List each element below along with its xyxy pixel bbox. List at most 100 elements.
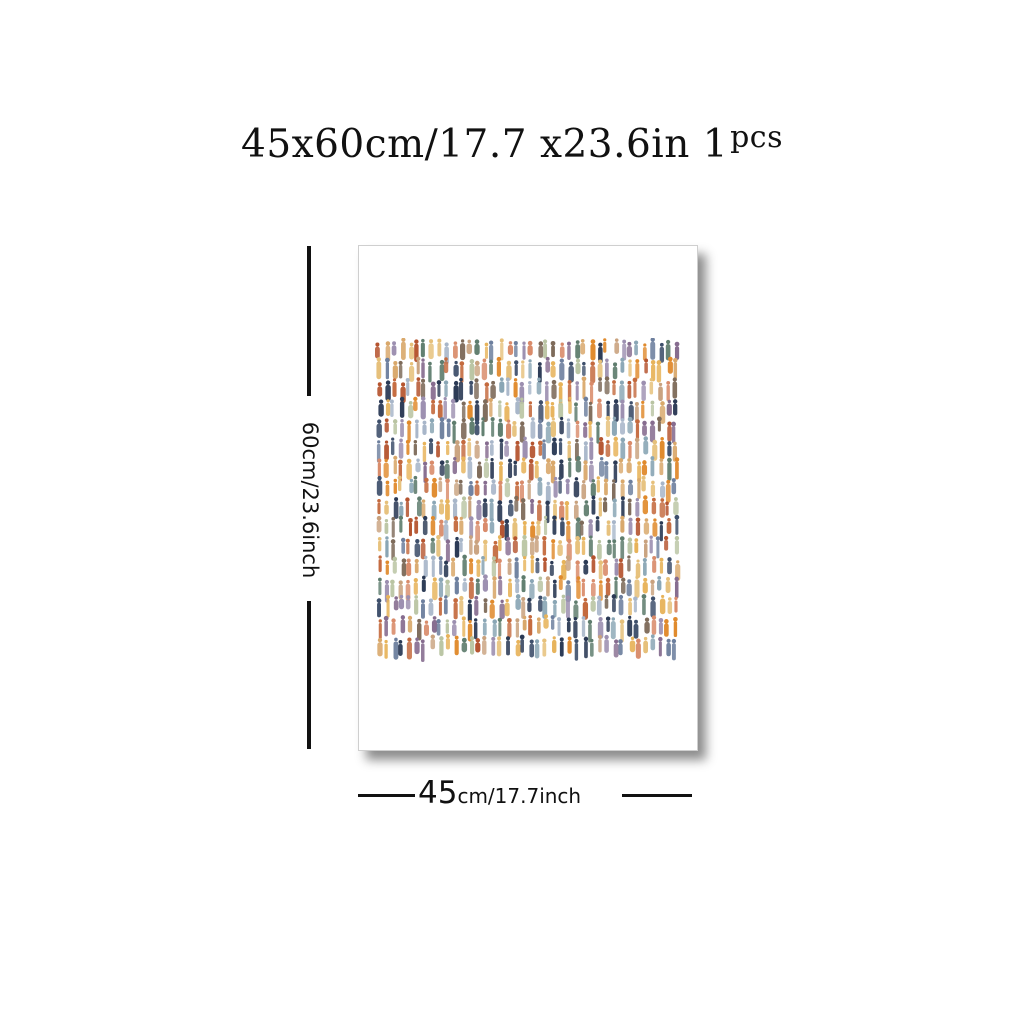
figure-body — [385, 484, 390, 497]
figure-body — [675, 519, 679, 535]
figure-head — [507, 617, 512, 623]
figure-body — [490, 443, 494, 456]
figure-head — [644, 518, 649, 522]
figure-body — [583, 504, 589, 517]
figure-body — [559, 505, 565, 521]
figure-body — [545, 385, 549, 403]
figure-body — [590, 582, 596, 597]
figure-body — [384, 643, 388, 659]
figure-body — [459, 541, 463, 553]
figure-head — [582, 479, 586, 484]
figure-head — [377, 419, 382, 424]
figure-body — [383, 462, 389, 479]
figure-body — [545, 485, 551, 505]
figure-head — [490, 457, 494, 462]
figure-head — [589, 460, 594, 465]
figure-head — [401, 558, 407, 564]
figure-head — [528, 614, 533, 619]
figure-head — [515, 594, 521, 599]
figure-head — [667, 399, 672, 404]
figure-body — [507, 622, 512, 639]
figure-body — [508, 462, 513, 479]
figure-body — [671, 426, 676, 444]
figure-head — [635, 517, 641, 523]
figure-body — [400, 619, 406, 634]
figure-head — [628, 597, 632, 602]
figure-body — [499, 465, 503, 482]
figure-body — [588, 623, 592, 643]
figure-body — [534, 643, 540, 659]
figure-body — [422, 424, 427, 435]
figure-head — [506, 536, 511, 541]
figure-head — [560, 416, 564, 421]
figure-head — [482, 358, 487, 363]
figure-head — [515, 618, 520, 623]
figure-head — [394, 497, 399, 502]
figure-head — [565, 595, 571, 600]
figure-body — [489, 502, 494, 522]
figure-head — [397, 475, 402, 480]
figure-head — [587, 619, 593, 625]
figure-body — [376, 443, 381, 463]
figure-head — [459, 595, 464, 601]
figure-head — [580, 338, 585, 343]
figure-head — [515, 440, 520, 445]
figure-head — [583, 422, 588, 427]
figure-head — [676, 560, 680, 564]
figure-body — [415, 423, 419, 439]
figure-head — [378, 577, 382, 582]
figure-head — [432, 500, 436, 505]
figure-head — [430, 381, 436, 387]
figure-head — [421, 358, 425, 362]
figure-body — [634, 579, 640, 599]
figure-body — [665, 505, 669, 516]
figure-body — [443, 599, 448, 615]
figure-head — [656, 416, 662, 422]
figure-body — [467, 603, 472, 623]
figure-body — [604, 639, 609, 653]
figure-head — [516, 639, 521, 644]
figure-head — [529, 498, 535, 504]
figure-head — [659, 521, 664, 525]
figure-body — [399, 505, 404, 517]
figure-body — [461, 500, 467, 519]
figure-head — [581, 616, 586, 620]
figure-body — [438, 503, 444, 515]
figure-head — [574, 638, 579, 644]
figure-head — [474, 378, 479, 383]
figure-body — [512, 540, 518, 554]
figure-body — [606, 404, 610, 420]
figure-body — [673, 362, 678, 380]
figure-head — [583, 396, 589, 402]
figure-body — [445, 503, 450, 521]
figure-head — [642, 460, 647, 465]
figure-head — [560, 517, 565, 521]
figure-head — [424, 555, 428, 560]
figure-head — [399, 594, 404, 599]
figure-head — [520, 397, 524, 401]
figure-head — [522, 341, 526, 345]
figure-body — [575, 564, 580, 583]
figure-body — [628, 483, 634, 496]
figure-head — [595, 421, 601, 426]
figure-body — [543, 343, 548, 359]
figure-head — [391, 437, 395, 441]
figure-head — [591, 495, 596, 500]
figure-body — [521, 600, 526, 619]
figure-head — [527, 340, 533, 346]
figure-head — [671, 421, 676, 427]
figure-body — [641, 384, 646, 402]
figure-head — [445, 459, 449, 464]
figure-head — [476, 499, 482, 505]
figure-body — [575, 424, 580, 438]
figure-head — [627, 579, 632, 584]
figure-body — [635, 441, 640, 460]
figure-body — [430, 385, 436, 401]
figure-body — [527, 601, 532, 613]
figure-body — [451, 561, 456, 577]
figure-head — [397, 459, 403, 465]
figure-body — [666, 403, 672, 416]
figure-head — [664, 619, 669, 624]
figure-body — [491, 483, 497, 495]
figure-body — [633, 623, 639, 639]
